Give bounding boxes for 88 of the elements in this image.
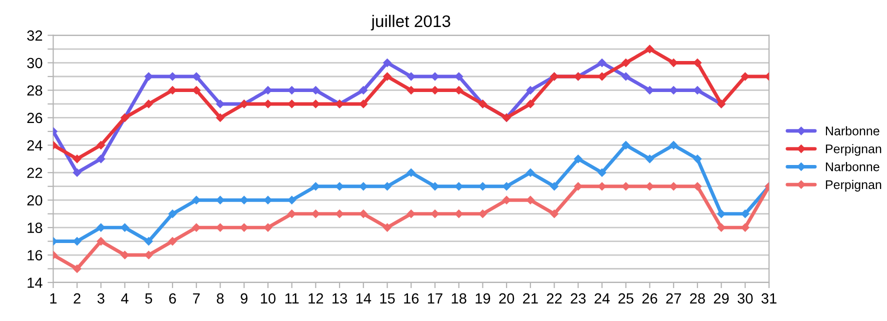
x-tick-label: 30: [738, 293, 753, 304]
point: [717, 210, 726, 218]
legend-label: Narbonne: [826, 126, 880, 136]
point: [96, 141, 106, 150]
x-tick-label: 12: [308, 293, 324, 304]
y-tick-label: 28: [27, 85, 42, 96]
point: [622, 141, 630, 150]
point: [383, 72, 392, 81]
point: [72, 264, 82, 273]
y-tick-label: 24: [27, 140, 42, 150]
y-tick-label: 26: [27, 112, 42, 124]
point: [144, 100, 153, 108]
point: [598, 58, 606, 67]
x-tick-label: 14: [356, 293, 372, 304]
x-tick-label: 11: [285, 293, 299, 304]
point: [550, 210, 558, 218]
point: [693, 154, 702, 164]
point: [622, 72, 630, 81]
x-tick-label: 8: [216, 293, 224, 304]
point: [168, 237, 177, 246]
x-tick-label: 17: [428, 293, 442, 304]
x-tick-label: 2: [74, 293, 80, 304]
y-tick-label: 30: [27, 58, 42, 68]
point: [383, 223, 392, 232]
point: [717, 223, 726, 232]
point: [383, 58, 392, 67]
legend-label: Perpignan: [826, 180, 882, 192]
x-tick-label: 19: [476, 293, 490, 304]
point: [741, 210, 750, 218]
point: [216, 114, 224, 122]
point: [216, 196, 224, 204]
point: [359, 86, 368, 94]
point: [96, 154, 106, 164]
point: [478, 210, 487, 218]
x-tick-label: 20: [499, 293, 514, 304]
point: [144, 250, 153, 260]
point: [622, 58, 630, 67]
point: [96, 237, 106, 246]
x-tick-label: 23: [570, 293, 586, 304]
x-tick-label: 29: [714, 293, 729, 304]
x-tick-label: 15: [380, 293, 395, 304]
x-tick-label: 13: [332, 293, 348, 304]
x-tick-label: 9: [240, 293, 248, 304]
x-tick-label: 24: [594, 293, 610, 304]
x-tick-label: 7: [193, 293, 200, 304]
point: [669, 141, 678, 150]
x-tick-label: 3: [97, 293, 104, 304]
x-tick-label: 21: [523, 293, 538, 304]
x-tick-label: 5: [145, 293, 152, 304]
y-tick-label: 16: [28, 250, 42, 260]
point: [741, 223, 750, 232]
point: [288, 210, 296, 218]
point: [120, 250, 129, 260]
y-tick-label: 22: [27, 168, 42, 178]
x-tick-label: 1: [50, 293, 57, 304]
legend-label: Perpignan: [826, 144, 882, 156]
x-tick-label: 26: [642, 293, 658, 304]
x-tick-label: 6: [169, 293, 176, 304]
point: [526, 168, 535, 177]
x-tick-label: 31: [761, 293, 776, 304]
chart-title: juillet 2013: [370, 14, 450, 30]
point: [72, 154, 82, 164]
x-tick-label: 10: [260, 293, 276, 304]
point: [72, 168, 82, 177]
x-tick-label: 16: [404, 293, 419, 304]
point: [646, 44, 654, 54]
x-tick-label: 4: [121, 293, 128, 304]
point: [216, 100, 224, 108]
x-tick-label: 18: [452, 293, 466, 304]
point: [406, 168, 416, 177]
point: [550, 182, 558, 190]
y-tick-label: 18: [28, 222, 42, 233]
point: [646, 154, 654, 164]
y-tick-label: 32: [27, 30, 42, 41]
y-tick-label: 14: [28, 278, 42, 288]
y-tick-label: 20: [27, 195, 42, 206]
legend-label: Narbonne: [826, 162, 880, 172]
point: [526, 86, 535, 94]
point: [383, 182, 392, 190]
point: [574, 154, 582, 164]
x-tick-label: 22: [546, 293, 562, 304]
x-tick-label: 28: [690, 293, 705, 304]
point: [598, 168, 606, 177]
x-tick-label: 27: [666, 293, 681, 304]
point: [526, 100, 535, 108]
point: [168, 210, 177, 218]
point: [144, 237, 153, 246]
x-tick-label: 25: [618, 293, 634, 304]
